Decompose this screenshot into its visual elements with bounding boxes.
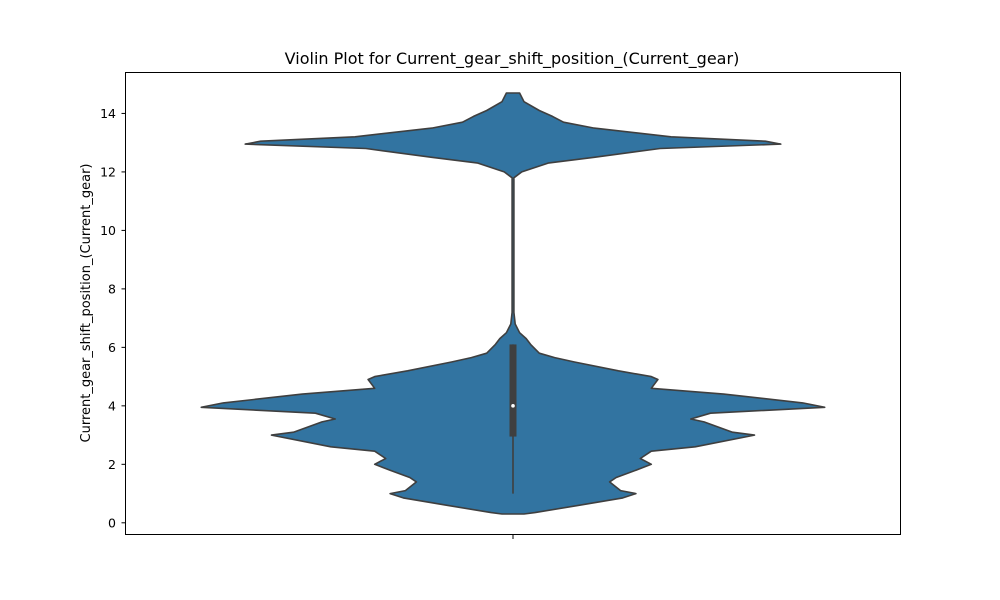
y-tick-label: 0: [108, 515, 116, 530]
plot-area: [200, 92, 826, 515]
y-tick-label: 12: [100, 164, 116, 179]
y-tick-label: 10: [100, 223, 116, 238]
iqr-box: [509, 344, 517, 437]
y-axis-label: Current_gear_shift_position_(Current_gea…: [79, 164, 94, 443]
violin-body: [200, 92, 826, 515]
y-tick-label: 14: [100, 106, 116, 121]
y-tick-label: 8: [108, 281, 116, 296]
y-tick-label: 6: [108, 340, 116, 355]
y-axis: 0 2 4 6 8 10 12 14: [100, 106, 126, 530]
y-tick-label: 2: [108, 457, 116, 472]
chart-title: Violin Plot for Current_gear_shift_posit…: [285, 49, 740, 69]
median-marker: [511, 404, 515, 408]
y-tick-label: 4: [108, 398, 116, 413]
